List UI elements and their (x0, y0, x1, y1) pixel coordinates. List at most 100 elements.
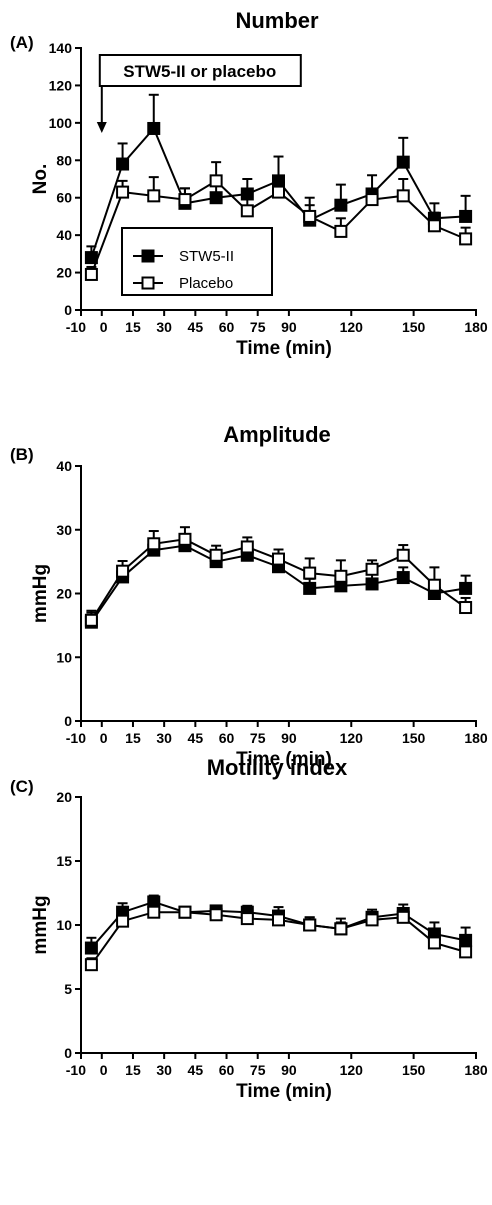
data-point (84, 613, 98, 627)
y-tick-label: 140 (49, 40, 73, 56)
data-point (209, 908, 223, 922)
y-tick-label: 20 (56, 586, 72, 602)
x-axis-label: Time (min) (236, 749, 332, 770)
x-tick-label: 150 (402, 730, 426, 746)
data-point (396, 155, 410, 169)
x-tick-label: 0 (100, 730, 108, 746)
data-point (459, 601, 473, 615)
y-tick-label: 0 (64, 1045, 72, 1061)
y-tick-label: 40 (56, 458, 72, 474)
x-tick-label: 30 (156, 319, 172, 335)
series-placebo (84, 526, 473, 627)
x-tick-label: 15 (125, 1062, 141, 1078)
data-point (240, 540, 254, 554)
data-point (303, 918, 317, 932)
data-point (272, 185, 285, 199)
x-tick-label: 0 (100, 1062, 108, 1078)
chart-title: Amplitude (223, 422, 331, 447)
y-tick-label: 100 (49, 115, 73, 131)
data-point (147, 121, 161, 135)
x-tick-label: 0 (100, 319, 108, 335)
panel-label: (C) (10, 777, 34, 796)
x-tick-label: 60 (219, 319, 235, 335)
x-tick-label: -10 (66, 319, 86, 335)
data-point (396, 548, 410, 562)
data-point (84, 267, 98, 281)
data-point (178, 905, 192, 919)
data-point (427, 936, 441, 950)
annotation-arrow-head (96, 122, 107, 133)
x-tick-label: 45 (188, 1062, 204, 1078)
legend-label: STW5-II (179, 248, 234, 265)
x-tick-label: 60 (219, 730, 235, 746)
panel-label: (A) (10, 33, 34, 52)
data-point (459, 232, 473, 246)
data-point (459, 581, 473, 595)
x-axis-label: Time (min) (236, 338, 332, 359)
data-point (272, 552, 285, 566)
x-tick-label: 180 (464, 1062, 488, 1078)
data-point (459, 209, 473, 223)
legend-marker (141, 249, 155, 263)
x-tick-label: 45 (188, 730, 204, 746)
series-placebo (84, 161, 473, 281)
y-tick-label: 15 (56, 853, 72, 869)
series-placebo (84, 904, 473, 972)
data-point (365, 577, 379, 591)
x-tick-label: 45 (188, 319, 204, 335)
data-point (240, 912, 254, 926)
data-point (334, 922, 348, 936)
x-tick-label: 120 (340, 730, 364, 746)
data-point (209, 174, 223, 188)
x-tick-label: 15 (125, 319, 141, 335)
data-point (209, 191, 223, 205)
y-axis-label: No. (30, 164, 51, 195)
panel-label: (B) (10, 445, 34, 464)
data-point (84, 941, 98, 955)
x-tick-label: 90 (281, 1062, 297, 1078)
data-point (116, 564, 130, 578)
chart-title: Number (235, 8, 319, 33)
data-point (427, 219, 441, 233)
data-point (427, 578, 441, 592)
y-tick-label: 120 (49, 77, 73, 93)
data-point (147, 905, 161, 919)
y-tick-label: 60 (56, 190, 72, 206)
x-axis-label: Time (min) (236, 1081, 332, 1102)
data-point (84, 958, 98, 972)
legend: STW5-II Placebo (121, 227, 273, 296)
x-tick-label: 15 (125, 730, 141, 746)
data-point (178, 532, 192, 546)
data-point (334, 569, 348, 583)
y-tick-label: 30 (56, 522, 72, 538)
y-tick-label: 10 (56, 917, 72, 933)
x-tick-label: 75 (250, 319, 266, 335)
data-point (334, 198, 348, 212)
x-tick-label: 75 (250, 730, 266, 746)
y-tick-label: 5 (64, 981, 72, 997)
x-tick-label: 150 (402, 1062, 426, 1078)
data-point (209, 548, 223, 562)
y-axis-label: mmHg (30, 564, 51, 623)
data-point (365, 562, 379, 576)
y-tick-label: 0 (64, 302, 72, 318)
x-tick-label: 60 (219, 1062, 235, 1078)
x-tick-label: 90 (281, 319, 297, 335)
y-tick-label: 40 (56, 227, 72, 243)
x-tick-label: 30 (156, 730, 172, 746)
data-point (272, 913, 285, 927)
data-point (365, 193, 379, 207)
data-point (396, 910, 410, 924)
data-point (116, 157, 130, 171)
x-tick-label: -10 (66, 1062, 86, 1078)
y-tick-label: 20 (56, 265, 72, 281)
x-tick-label: 180 (464, 730, 488, 746)
x-tick-label: 90 (281, 730, 297, 746)
data-point (396, 189, 410, 203)
data-point (365, 913, 379, 927)
y-tick-label: 80 (56, 152, 72, 168)
x-tick-label: 75 (250, 1062, 266, 1078)
